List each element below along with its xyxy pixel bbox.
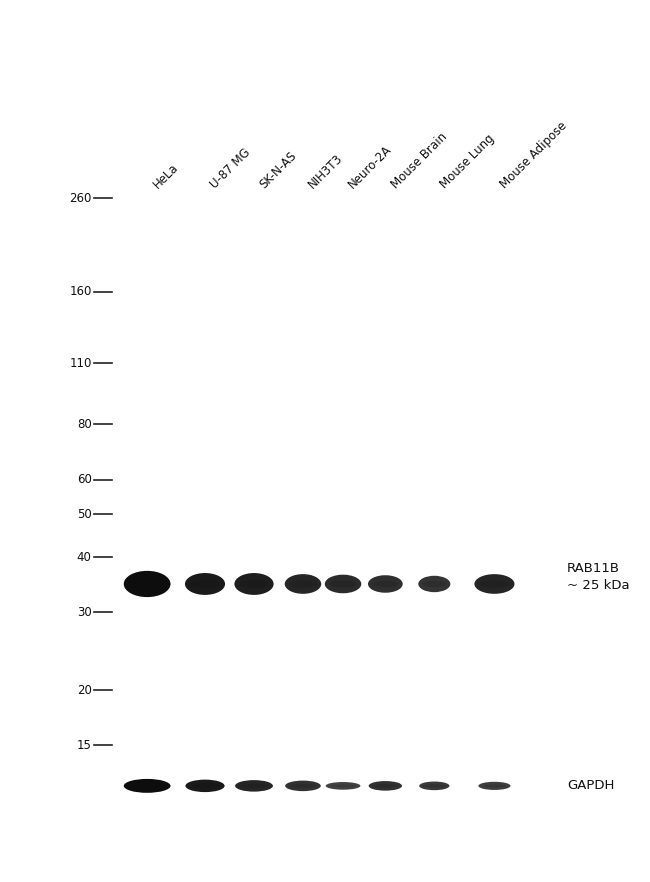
Ellipse shape: [419, 576, 450, 592]
Text: Mouse Adipose: Mouse Adipose: [498, 120, 569, 191]
Ellipse shape: [289, 580, 317, 587]
Text: Mouse Brain: Mouse Brain: [389, 131, 450, 191]
Ellipse shape: [369, 781, 402, 790]
Ellipse shape: [124, 571, 170, 597]
Text: 160: 160: [70, 285, 92, 298]
Text: 80: 80: [77, 418, 92, 431]
Ellipse shape: [235, 573, 274, 594]
Ellipse shape: [368, 575, 403, 593]
Ellipse shape: [240, 784, 268, 788]
Text: 50: 50: [77, 508, 92, 521]
Ellipse shape: [235, 780, 273, 792]
Ellipse shape: [423, 784, 446, 788]
Text: U-87 MG: U-87 MG: [208, 146, 254, 191]
Text: Neuro-2A: Neuro-2A: [346, 143, 395, 191]
Text: 110: 110: [70, 357, 92, 370]
Text: 15: 15: [77, 739, 92, 751]
Ellipse shape: [326, 782, 360, 789]
Ellipse shape: [372, 580, 398, 587]
Ellipse shape: [419, 781, 449, 790]
Text: GAPDH: GAPDH: [567, 780, 614, 792]
Ellipse shape: [373, 784, 398, 788]
Ellipse shape: [482, 784, 506, 788]
Ellipse shape: [285, 574, 321, 594]
Ellipse shape: [190, 783, 220, 789]
Ellipse shape: [239, 579, 268, 588]
Ellipse shape: [290, 784, 317, 788]
Text: HeLa: HeLa: [150, 161, 181, 191]
Text: 40: 40: [77, 550, 92, 564]
Ellipse shape: [480, 580, 510, 587]
Ellipse shape: [190, 579, 220, 588]
Ellipse shape: [124, 779, 170, 793]
Ellipse shape: [129, 579, 164, 589]
Ellipse shape: [185, 573, 225, 594]
Text: Mouse Lung: Mouse Lung: [437, 132, 497, 191]
Ellipse shape: [285, 781, 321, 791]
Ellipse shape: [474, 574, 515, 594]
Ellipse shape: [129, 783, 164, 789]
Text: 20: 20: [77, 684, 92, 697]
Text: SK-N-AS: SK-N-AS: [257, 149, 299, 191]
Text: NIH3T3: NIH3T3: [306, 152, 346, 191]
Text: 60: 60: [77, 473, 92, 486]
Ellipse shape: [330, 580, 357, 587]
Ellipse shape: [422, 581, 447, 587]
Text: 260: 260: [70, 192, 92, 205]
Ellipse shape: [330, 784, 356, 788]
Ellipse shape: [325, 575, 361, 594]
Ellipse shape: [478, 781, 510, 790]
Text: 30: 30: [77, 606, 92, 619]
Ellipse shape: [185, 780, 225, 792]
Text: RAB11B
~ 25 kDa: RAB11B ~ 25 kDa: [567, 562, 629, 592]
